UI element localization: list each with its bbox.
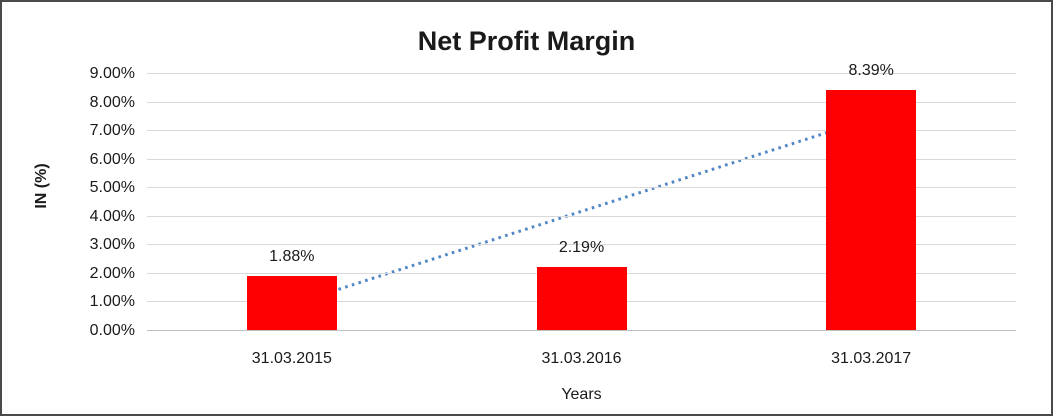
gridline: [147, 130, 1016, 132]
bar-data-label: 1.88%: [269, 248, 315, 266]
bar-data-label: 8.39%: [848, 62, 894, 80]
bar-data-label: 2.19%: [558, 239, 605, 257]
y-tick-label: 1.00%: [89, 293, 135, 311]
y-tick-label: 5.00%: [89, 179, 135, 197]
x-axis-line: [147, 330, 1016, 331]
bar: [536, 267, 627, 330]
y-tick-label: 3.00%: [89, 236, 135, 254]
gridline: [147, 101, 1016, 103]
y-tick-label: 9.00%: [89, 65, 135, 82]
bar: [246, 276, 337, 330]
plot-area: 1.88% 2.19% 8.39%: [147, 62, 1016, 331]
y-tick-label: 6.00%: [89, 150, 135, 168]
gridline: [147, 187, 1016, 189]
x-category-label: 31.03.2015: [251, 350, 332, 367]
x-axis-title: Years: [561, 386, 602, 403]
chart-title: Net Profit Margin: [417, 26, 636, 56]
y-tick-label: 7.00%: [89, 122, 135, 140]
y-tick-label: 2.00%: [89, 264, 135, 282]
gridline: [147, 244, 1016, 246]
gridline: [147, 73, 1016, 74]
y-axis-title: IN (%): [33, 163, 50, 209]
bar: [826, 90, 917, 330]
y-tick-label: 0.00%: [89, 322, 135, 339]
y-tick-label: 4.00%: [89, 207, 135, 225]
x-category-label: 31.03.2016: [541, 350, 622, 367]
gridline: [147, 215, 1016, 217]
gridline: [147, 158, 1016, 160]
x-category-label: 31.03.2017: [831, 350, 912, 367]
y-tick-label: 8.00%: [89, 93, 135, 111]
